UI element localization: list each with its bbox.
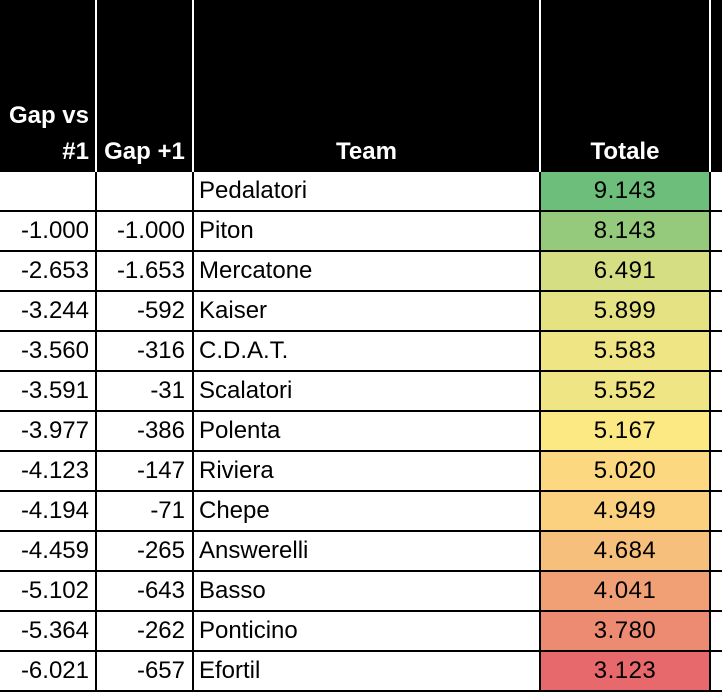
cell-team[interactable]: Mercatone bbox=[194, 252, 541, 292]
cell-team[interactable]: Kaiser bbox=[194, 292, 541, 332]
cell-team[interactable]: Efortil bbox=[194, 652, 541, 692]
cell-gap-plus-1[interactable] bbox=[97, 172, 194, 212]
cell-gap-plus-1[interactable]: -643 bbox=[97, 572, 194, 612]
cell-filler bbox=[711, 212, 722, 252]
cell-gap-vs-1[interactable]: -4.194 bbox=[0, 492, 97, 532]
cell-totale[interactable]: 3.123 bbox=[541, 652, 711, 692]
cell-gap-plus-1[interactable]: -1.653 bbox=[97, 252, 194, 292]
cell-filler bbox=[711, 332, 722, 372]
cell-gap-plus-1[interactable]: -31 bbox=[97, 372, 194, 412]
cell-gap-vs-1[interactable]: -3.977 bbox=[0, 412, 97, 452]
cell-totale[interactable]: 4.684 bbox=[541, 532, 711, 572]
cell-totale[interactable]: 5.552 bbox=[541, 372, 711, 412]
cell-team[interactable]: Riviera bbox=[194, 452, 541, 492]
cell-gap-vs-1[interactable]: -6.021 bbox=[0, 652, 97, 692]
cell-team[interactable]: Chepe bbox=[194, 492, 541, 532]
cell-gap-vs-1[interactable] bbox=[0, 172, 97, 212]
cell-team[interactable]: Scalatori bbox=[194, 372, 541, 412]
cell-team[interactable]: Pedalatori bbox=[194, 172, 541, 212]
cell-team[interactable]: Polenta bbox=[194, 412, 541, 452]
cell-totale[interactable]: 4.041 bbox=[541, 572, 711, 612]
cell-team[interactable]: Answerelli bbox=[194, 532, 541, 572]
cell-gap-vs-1[interactable]: -3.244 bbox=[0, 292, 97, 332]
cell-gap-plus-1[interactable]: -71 bbox=[97, 492, 194, 532]
cell-gap-vs-1[interactable]: -5.102 bbox=[0, 572, 97, 612]
cell-gap-plus-1[interactable]: -147 bbox=[97, 452, 194, 492]
cell-gap-plus-1[interactable]: -386 bbox=[97, 412, 194, 452]
cell-totale[interactable]: 5.583 bbox=[541, 332, 711, 372]
cell-gap-plus-1[interactable]: -657 bbox=[97, 652, 194, 692]
cell-filler bbox=[711, 572, 722, 612]
cell-team[interactable]: Basso bbox=[194, 572, 541, 612]
cell-filler bbox=[711, 612, 722, 652]
cell-gap-plus-1[interactable]: -262 bbox=[97, 612, 194, 652]
cell-totale[interactable]: 5.899 bbox=[541, 292, 711, 332]
header-gap-vs-line1: Gap vs bbox=[8, 102, 89, 129]
cell-team[interactable]: Piton bbox=[194, 212, 541, 252]
cell-gap-plus-1[interactable]: -316 bbox=[97, 332, 194, 372]
cell-filler bbox=[711, 412, 722, 452]
cell-totale[interactable]: 4.949 bbox=[541, 492, 711, 532]
cell-totale[interactable]: 6.491 bbox=[541, 252, 711, 292]
cell-gap-vs-1[interactable]: -3.560 bbox=[0, 332, 97, 372]
cell-team[interactable]: Ponticino bbox=[194, 612, 541, 652]
header-gap-vs-1[interactable]: Gap vs #1 bbox=[0, 0, 97, 172]
cell-filler bbox=[711, 452, 722, 492]
header-totale[interactable]: Totale bbox=[541, 0, 711, 172]
header-gap-plus-1[interactable]: Gap +1 bbox=[97, 0, 194, 172]
cell-gap-vs-1[interactable]: -1.000 bbox=[0, 212, 97, 252]
cell-totale[interactable]: 9.143 bbox=[541, 172, 711, 212]
cell-gap-vs-1[interactable]: -3.591 bbox=[0, 372, 97, 412]
cell-filler bbox=[711, 652, 722, 692]
cell-filler bbox=[711, 172, 722, 212]
cell-totale[interactable]: 8.143 bbox=[541, 212, 711, 252]
cell-gap-plus-1[interactable]: -1.000 bbox=[97, 212, 194, 252]
cell-totale[interactable]: 5.020 bbox=[541, 452, 711, 492]
cell-gap-vs-1[interactable]: -5.364 bbox=[0, 612, 97, 652]
cell-team[interactable]: C.D.A.T. bbox=[194, 332, 541, 372]
cell-gap-vs-1[interactable]: -4.459 bbox=[0, 532, 97, 572]
cell-gap-plus-1[interactable]: -592 bbox=[97, 292, 194, 332]
cell-filler bbox=[711, 532, 722, 572]
header-filler bbox=[711, 0, 722, 172]
cell-gap-plus-1[interactable]: -265 bbox=[97, 532, 194, 572]
cell-filler bbox=[711, 292, 722, 332]
cell-gap-vs-1[interactable]: -2.653 bbox=[0, 252, 97, 292]
cell-gap-vs-1[interactable]: -4.123 bbox=[0, 452, 97, 492]
cell-filler bbox=[711, 492, 722, 532]
header-team[interactable]: Team bbox=[194, 0, 541, 172]
cell-totale[interactable]: 5.167 bbox=[541, 412, 711, 452]
cell-totale[interactable]: 3.780 bbox=[541, 612, 711, 652]
cell-filler bbox=[711, 252, 722, 292]
header-gap-vs-line2: #1 bbox=[62, 138, 89, 165]
cell-filler bbox=[711, 372, 722, 412]
